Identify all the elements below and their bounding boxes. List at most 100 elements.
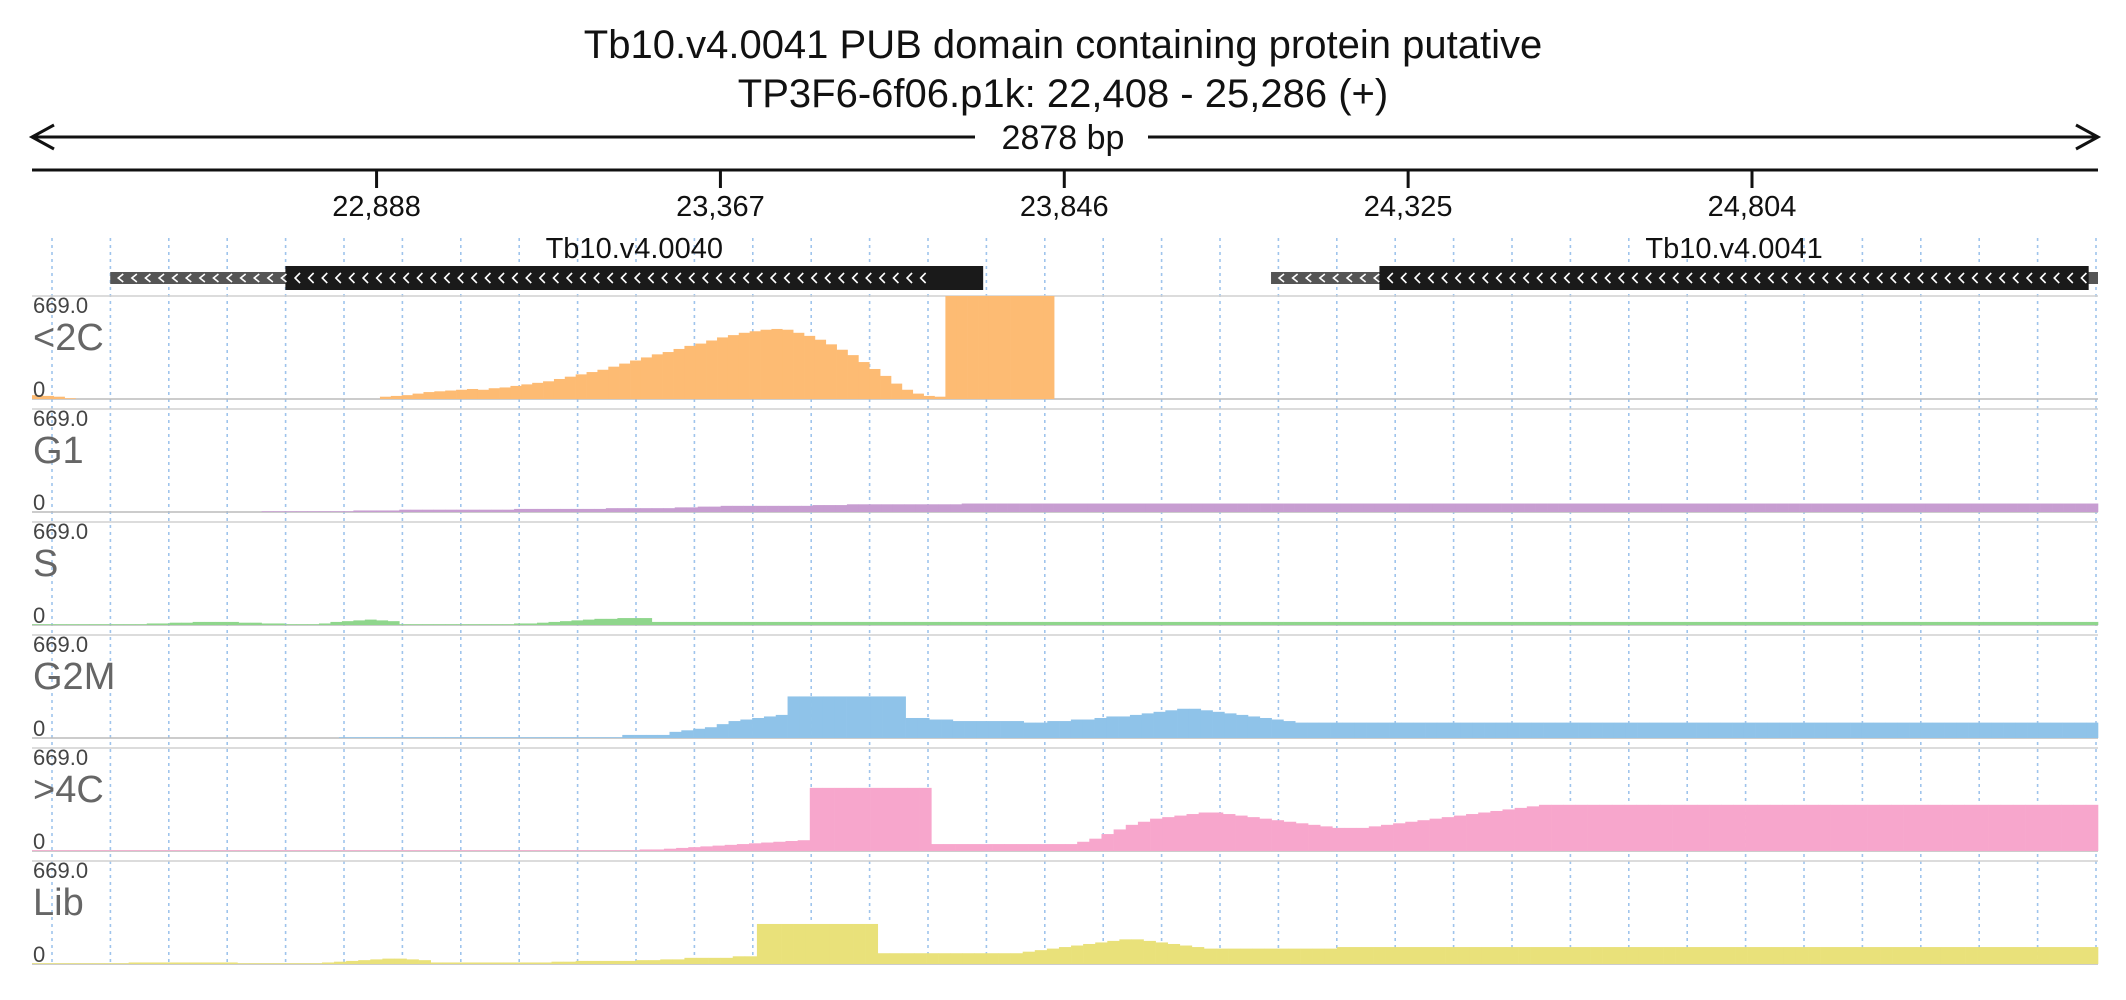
coverage-bar — [2001, 947, 2014, 964]
coverage-bar — [262, 850, 276, 851]
coverage-bar — [284, 511, 297, 512]
coverage-bar — [1976, 804, 1989, 851]
coverage-bar — [1547, 621, 1559, 625]
strand-chevron — [1944, 272, 1951, 284]
coverage-bar — [1965, 947, 1978, 964]
strand-chevron — [1427, 272, 1435, 284]
coverage-bar — [92, 850, 106, 851]
coverage-bar — [912, 393, 924, 399]
coverage-bar — [986, 953, 999, 964]
strand-chevron — [1957, 272, 1965, 284]
coverage-bar — [1453, 815, 1467, 851]
track-ymin-label: 0 — [33, 942, 45, 967]
coverage-bar — [720, 505, 733, 512]
coverage-bar — [1007, 621, 1020, 625]
coverage-bar — [309, 963, 323, 964]
strand-chevron — [620, 272, 628, 284]
coverage-bar — [834, 787, 847, 851]
coverage-bar — [1340, 621, 1353, 625]
coverage-bar — [640, 618, 653, 625]
coverage-bar — [1879, 621, 1892, 625]
strand-chevron — [429, 272, 437, 284]
coverage-bar — [1519, 722, 1532, 738]
coverage-bar — [778, 505, 790, 512]
coverage-bar — [651, 621, 664, 625]
coverage-bar — [598, 737, 611, 738]
coverage-bar — [1615, 503, 1628, 512]
coverage-bar — [364, 510, 377, 512]
coverage-bar — [457, 850, 470, 851]
coverage-bar — [2025, 947, 2038, 964]
strand-chevron — [701, 272, 709, 284]
coverage-bar — [563, 737, 576, 738]
coverage-bar — [2086, 722, 2099, 738]
coverage-bar — [749, 331, 761, 399]
strand-chevron — [606, 272, 614, 284]
coverage-bar — [80, 963, 93, 964]
strand-chevron — [470, 272, 478, 284]
coverage-bar — [1095, 942, 1108, 964]
coverage-bar — [548, 508, 561, 512]
coverage-bar — [2085, 804, 2099, 851]
coverage-bar — [1106, 716, 1119, 738]
coverage-bar — [1543, 722, 1556, 738]
coverage-bar — [2015, 722, 2028, 738]
coverage-bar — [422, 509, 435, 512]
coverage-bar — [1994, 503, 2007, 512]
coverage-bar — [1814, 722, 1827, 738]
coverage-bar — [1010, 296, 1022, 399]
coverage-bar — [950, 621, 962, 625]
coverage-bar — [1420, 621, 1433, 625]
coverage-bar — [814, 339, 827, 399]
coverage-bar — [858, 504, 871, 512]
coverage-bar — [1046, 948, 1060, 964]
strand-chevron — [565, 272, 573, 284]
coverage-bar — [104, 963, 117, 964]
coverage-bar — [1460, 722, 1473, 738]
coverage-bar — [1165, 710, 1178, 738]
coverage-bar — [789, 505, 802, 512]
coverage-bar — [684, 957, 697, 964]
coverage-bar — [2000, 804, 2014, 851]
coverage-bar — [1684, 621, 1697, 625]
coverage-bar — [904, 504, 917, 512]
coverage-bar — [353, 620, 366, 625]
coverage-bar — [674, 621, 687, 625]
coverage-bar — [915, 504, 928, 512]
coverage-bar — [1113, 829, 1127, 851]
coverage-bar — [961, 621, 974, 625]
strand-chevron — [1631, 272, 1639, 284]
coverage-bar — [603, 850, 616, 851]
coverage-bar — [1247, 716, 1261, 738]
coverage-bar — [418, 960, 432, 964]
coverage-bar — [2086, 503, 2099, 512]
coverage-bar — [1294, 503, 1307, 512]
coverage-bar — [1264, 948, 1277, 964]
coverage-bar — [1834, 621, 1846, 625]
coverage-bar — [1328, 621, 1341, 625]
coverage-bar — [525, 508, 538, 512]
coverage-bar — [608, 366, 620, 399]
coverage-bar — [1143, 940, 1156, 964]
coverage-bar — [881, 621, 894, 625]
coverage-bar — [123, 624, 136, 625]
coverage-bar — [617, 508, 630, 512]
coverage-bar — [2062, 722, 2075, 738]
coverage-bar — [1283, 721, 1296, 738]
coverage-bar — [870, 787, 884, 851]
coverage-bar — [56, 963, 69, 964]
coverage-bar — [1707, 621, 1720, 625]
strand-chevron — [116, 273, 124, 283]
coverage-bar — [1753, 621, 1766, 625]
coverage-bar — [1248, 503, 1261, 512]
coverage-bar — [273, 623, 285, 625]
coverage-bar — [2003, 722, 2016, 738]
coverage-bar — [32, 963, 45, 964]
coverage-bar — [1354, 722, 1367, 738]
coverage-bar — [158, 623, 171, 625]
coverage-bar — [53, 396, 65, 399]
coverage-bar — [1125, 824, 1139, 851]
coverage-bar — [732, 621, 744, 625]
track-name-label: G2M — [33, 656, 115, 698]
coverage-bar — [728, 721, 741, 738]
